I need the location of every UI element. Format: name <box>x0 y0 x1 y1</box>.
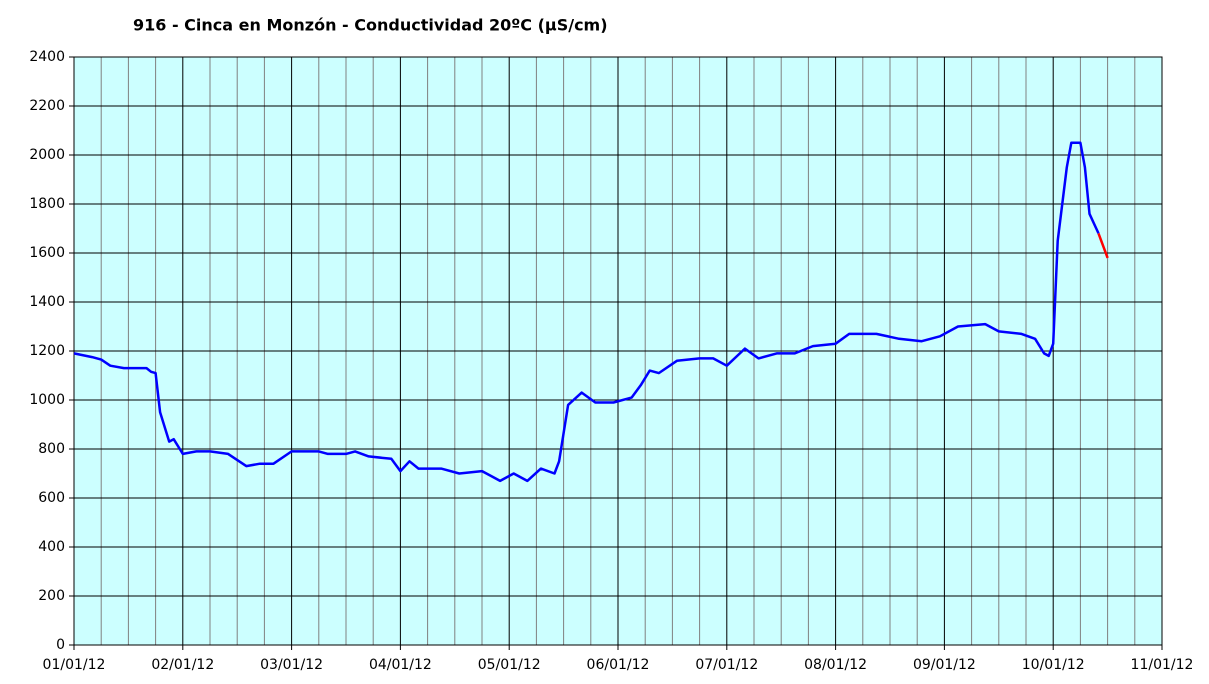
plot-border <box>73 56 1163 646</box>
y-tick-label: 1200 <box>29 343 65 359</box>
x-tick-label: 09/01/12 <box>913 657 976 673</box>
y-tick-label: 0 <box>56 637 65 653</box>
data-line <box>1097 232 1109 259</box>
x-tick-label: 05/01/12 <box>478 657 541 673</box>
x-tick-label: 01/01/12 <box>43 657 106 673</box>
y-tick-label: 200 <box>38 588 65 604</box>
y-tick-label: 1400 <box>29 294 65 310</box>
x-tick-label: 03/01/12 <box>260 657 323 673</box>
x-tick-label: 06/01/12 <box>587 657 650 673</box>
y-tick-label: 600 <box>38 490 65 506</box>
y-tick-label: 2000 <box>29 147 65 163</box>
x-tick-label: 10/01/12 <box>1022 657 1085 673</box>
y-tick-label: 1600 <box>29 245 65 261</box>
data-line <box>73 141 1100 483</box>
x-tick-label: 08/01/12 <box>804 657 867 673</box>
y-tick-label: 400 <box>38 539 65 555</box>
x-tick-label: 07/01/12 <box>695 657 758 673</box>
y-tick-label: 800 <box>38 441 65 457</box>
y-tick-label: 1800 <box>29 196 65 212</box>
y-tick-label: 1000 <box>29 392 65 408</box>
x-tick-label: 02/01/12 <box>151 657 214 673</box>
y-tick-label: 2200 <box>29 98 65 114</box>
chart-title: 916 - Cinca en Monzón - Conductividad 20… <box>133 16 608 35</box>
y-tick-label: 2400 <box>29 49 65 65</box>
x-tick-label: 11/01/12 <box>1131 657 1194 673</box>
x-tick-label: 04/01/12 <box>369 657 432 673</box>
